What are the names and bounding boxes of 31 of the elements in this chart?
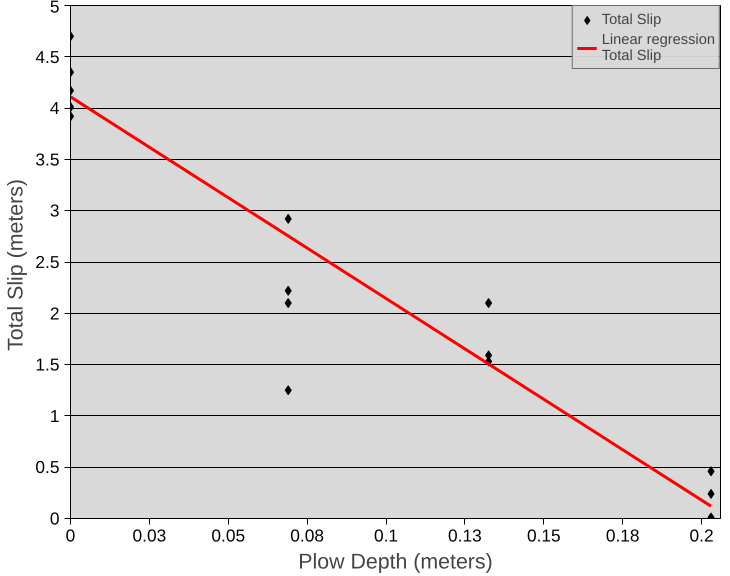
point <box>284 385 292 396</box>
y-tick-label: 0 <box>50 508 60 528</box>
point <box>708 488 715 499</box>
y-tick-label: 2 <box>50 303 60 324</box>
y-axis-title: Total Slip (meters) <box>3 179 28 351</box>
x-tick-label: 0.05 <box>211 526 246 546</box>
x-tick-label: 0.18 <box>606 526 640 546</box>
y-tick-label: 5 <box>50 0 60 16</box>
y-tick-label: 3.5 <box>35 149 60 170</box>
y-tick-label: 2.5 <box>35 252 60 272</box>
point <box>284 286 292 296</box>
point <box>284 298 292 308</box>
point <box>708 466 715 476</box>
y-tick-label: 3 <box>50 200 60 221</box>
y-tick-label: 1.5 <box>35 354 60 375</box>
y-tick-label: 0.5 <box>35 457 60 478</box>
x-tick-label: 0.13 <box>448 526 482 546</box>
y-tick-label: 4.5 <box>35 46 60 67</box>
x-axis-title: Plow Depth (meters) <box>298 550 493 574</box>
x-tick-label: 0.15 <box>526 526 561 546</box>
legend-label: Total Slip <box>602 12 662 28</box>
point <box>284 214 292 224</box>
point <box>485 298 492 308</box>
x-tick-label: 0 <box>66 526 76 546</box>
x-tick-label: 0.08 <box>290 526 324 546</box>
legend-label: Linear regression Total Slip <box>602 32 715 64</box>
x-tick-label: 0.2 <box>690 526 714 546</box>
x-tick-label: 0.1 <box>374 526 398 546</box>
y-tick-label: 1 <box>50 406 60 426</box>
x-tick-label: 0.03 <box>132 526 166 546</box>
y-tick-label: 4 <box>50 98 60 118</box>
